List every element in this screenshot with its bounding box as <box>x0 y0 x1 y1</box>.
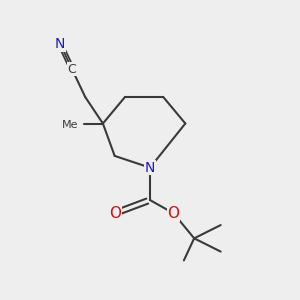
Text: N: N <box>145 161 155 175</box>
Text: O: O <box>168 206 180 221</box>
Text: Me: Me <box>62 120 79 130</box>
Text: O: O <box>109 206 121 221</box>
Text: C: C <box>68 62 76 76</box>
Text: N: N <box>55 37 65 51</box>
